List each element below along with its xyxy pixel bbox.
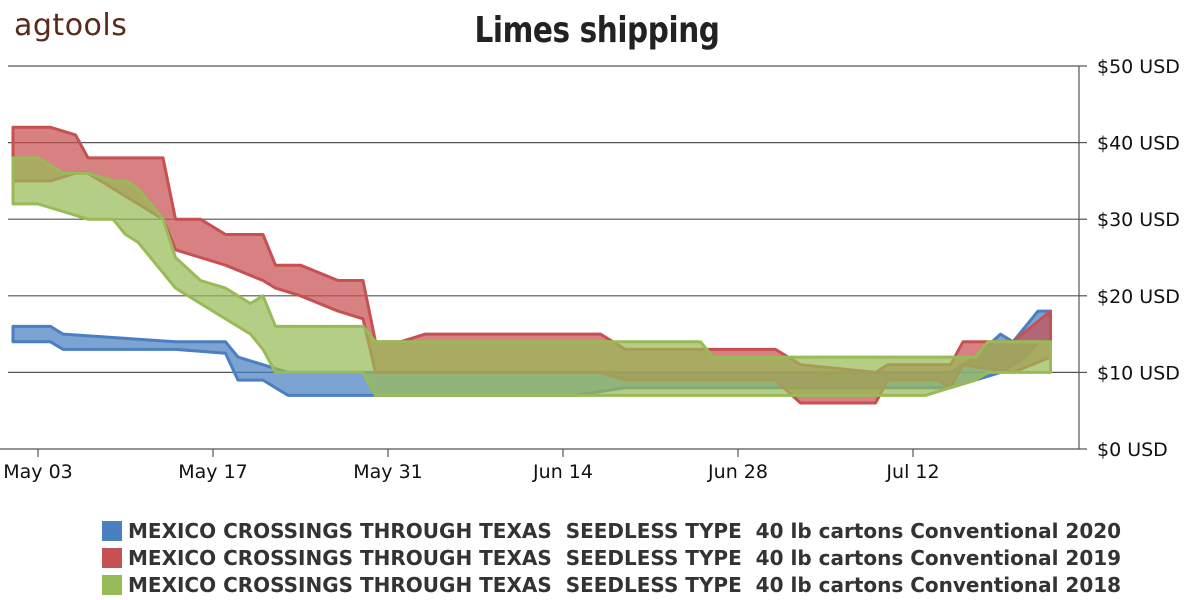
- x-tick-label: Jun 28: [707, 461, 768, 483]
- y-tick-label: $20 USD: [1097, 286, 1180, 308]
- x-tick-label: May 31: [353, 461, 423, 483]
- x-tick-label: Jun 14: [532, 461, 593, 483]
- series-areas: [11, 125, 1052, 405]
- agtools-logo: agtools: [14, 8, 128, 43]
- legend-swatch-2020: [102, 520, 122, 541]
- y-tick-label: $40 USD: [1097, 133, 1180, 155]
- chart-title: Limes shipping: [474, 10, 720, 51]
- y-tick-label: $30 USD: [1097, 209, 1180, 231]
- legend-item-2020[interactable]: MEXICO CROSSINGS THROUGH TEXAS SEEDLESS …: [102, 517, 1121, 544]
- series-area-2[interactable]: [11, 156, 1052, 397]
- legend-item-2019[interactable]: MEXICO CROSSINGS THROUGH TEXAS SEEDLESS …: [102, 544, 1121, 571]
- legend-label-2018: MEXICO CROSSINGS THROUGH TEXAS SEEDLESS …: [128, 572, 1122, 597]
- y-tick-label: $50 USD: [1097, 56, 1180, 78]
- legend-label-2019: MEXICO CROSSINGS THROUGH TEXAS SEEDLESS …: [128, 545, 1122, 570]
- y-tick-label: $0 USD: [1097, 439, 1168, 461]
- x-tick-label: May 03: [3, 461, 73, 483]
- x-tick-label: Jul 12: [885, 461, 939, 483]
- legend-label-2020: MEXICO CROSSINGS THROUGH TEXAS SEEDLESS …: [128, 518, 1122, 543]
- y-tick-label: $10 USD: [1097, 362, 1180, 384]
- legend-swatch-2019: [102, 547, 122, 568]
- axes: $0 USD $10 USD $20 USD $30 USD $40 USD $50 US…: [0, 56, 1180, 483]
- x-tick-label: May 17: [178, 461, 248, 483]
- legend-swatch-2018: [102, 574, 122, 595]
- legend-item-2018[interactable]: MEXICO CROSSINGS THROUGH TEXAS SEEDLESS …: [102, 571, 1121, 598]
- chart-legend: MEXICO CROSSINGS THROUGH TEXAS SEEDLESS …: [102, 517, 1121, 598]
